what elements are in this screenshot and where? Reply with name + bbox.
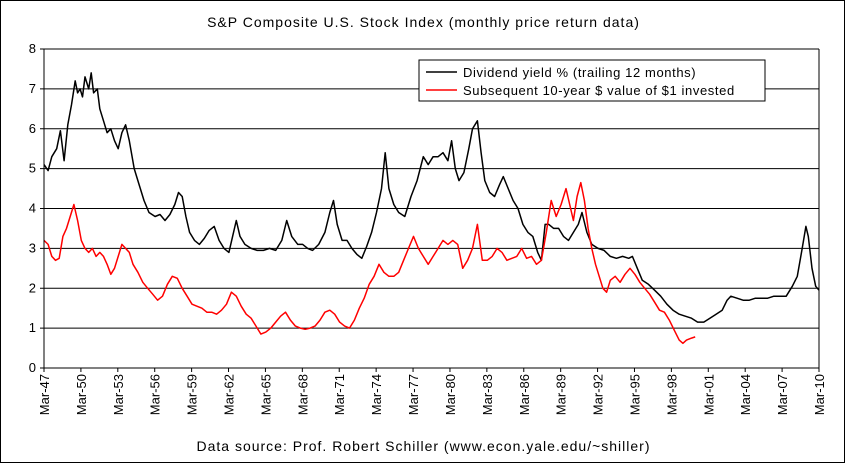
x-tick-label: Mar-98 xyxy=(664,374,679,415)
x-tick-label: Mar-71 xyxy=(332,374,347,415)
x-tick-label: Mar-89 xyxy=(554,374,569,415)
x-tick-label: Mar-95 xyxy=(627,374,642,415)
legend-box xyxy=(418,59,766,102)
x-tick-label: Mar-68 xyxy=(295,374,310,415)
x-tick-label: Mar-74 xyxy=(369,374,384,415)
x-tick-label: Mar-07 xyxy=(775,374,790,415)
x-tick-label: Mar-83 xyxy=(480,374,495,415)
dividend-yield-line xyxy=(43,72,820,323)
chart-title: S&P Composite U.S. Stock Index (monthly … xyxy=(207,14,640,30)
x-tick-label: Mar-04 xyxy=(738,374,753,415)
series-lines xyxy=(43,72,820,345)
legend-entry: Dividend yield % (trailing 12 months) xyxy=(463,65,696,80)
x-tick-label: Mar-53 xyxy=(111,374,126,415)
x-tick-label: Mar-77 xyxy=(406,374,421,415)
y-tick-label: 3 xyxy=(29,240,36,255)
x-tick-label: Mar-62 xyxy=(222,374,237,415)
y-tick-label: 1 xyxy=(29,320,36,335)
legend-entry: Subsequent 10-year $ value of $1 investe… xyxy=(463,83,735,98)
y-tick-label: 0 xyxy=(29,360,36,375)
y-tick-label: 5 xyxy=(29,161,36,176)
x-tick-label: Mar-65 xyxy=(258,374,273,415)
ten-year-value-line xyxy=(43,181,696,345)
y-tick-label: 6 xyxy=(29,121,36,136)
x-tick-label: Mar-86 xyxy=(517,374,532,415)
y-tick-label: 8 xyxy=(29,41,36,56)
y-tick-label: 4 xyxy=(29,201,36,216)
y-tick-label: 2 xyxy=(29,280,36,295)
x-tick-label: Mar-80 xyxy=(443,374,458,415)
x-tick-label: Mar-56 xyxy=(148,374,163,415)
x-tick-label: Mar-10 xyxy=(812,374,827,415)
x-tick-label: Mar-59 xyxy=(185,374,200,415)
y-tick-label: 7 xyxy=(29,81,36,96)
source-note: Data source: Prof. Robert Schiller (www.… xyxy=(196,438,651,454)
x-tick-label: Mar-50 xyxy=(74,374,89,415)
x-tick-label: Mar-47 xyxy=(37,374,52,415)
x-tick-label: Mar-01 xyxy=(701,374,716,415)
axes: 0 1 2 3 4 5 6 7 8 Mar-47 Mar-50 Mar-53 Mar-56 Mar-59 M… xyxy=(29,41,827,415)
x-tick-label: Mar-92 xyxy=(591,374,606,415)
legend: Dividend yield % (trailing 12 months) Sub… xyxy=(418,59,766,102)
